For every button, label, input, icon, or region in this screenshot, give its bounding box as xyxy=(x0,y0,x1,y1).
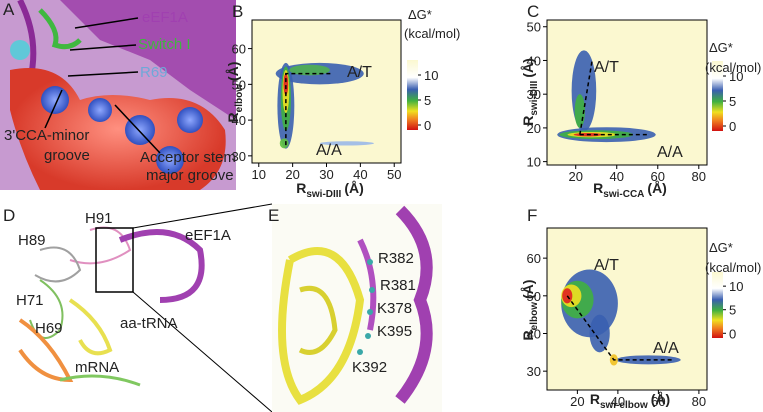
panel-label: B xyxy=(232,2,243,21)
x-tick-label: 30 xyxy=(319,167,333,182)
y-tick-label: 30 xyxy=(232,149,246,164)
density-region xyxy=(283,73,289,96)
pathway-line xyxy=(579,60,593,135)
x-tick-label: 20 xyxy=(568,169,582,184)
colorbar-tick-label: 0 xyxy=(729,119,736,134)
x-tick-label: 40 xyxy=(610,169,624,184)
annotation: R381 xyxy=(380,277,416,294)
x-axis-label: Rswi-DIII (Å) xyxy=(296,180,364,200)
annotation: R382 xyxy=(378,250,414,267)
colorbar-tick-label: 5 xyxy=(729,94,736,109)
pathway-line xyxy=(566,295,675,361)
x-axis-label: Rswi-CCA (Å) xyxy=(593,180,667,200)
pathway-line xyxy=(285,72,334,146)
y-tick-label: 20 xyxy=(527,121,541,136)
plot-frame xyxy=(546,19,708,166)
x-tick-label: 40 xyxy=(353,167,367,182)
colorbar-tick-label: 10 xyxy=(729,279,743,294)
annotation: H71 xyxy=(16,292,44,309)
panel-label: D xyxy=(3,206,15,225)
x-tick-label: 80 xyxy=(692,169,706,184)
annotation: aa-tRNA xyxy=(120,315,178,332)
colorbar-tick-label: 10 xyxy=(729,69,743,84)
annotation: H89 xyxy=(18,232,46,249)
y-tick-label: 50 xyxy=(527,289,541,304)
plot-background xyxy=(547,20,707,165)
state-label: A/T xyxy=(594,59,619,76)
y-tick-label: 50 xyxy=(527,20,541,35)
colorbar-title: (kcal/mol) xyxy=(705,60,761,75)
y-tick-label: 60 xyxy=(527,251,541,266)
panel-d-image xyxy=(18,203,273,412)
y-tick-label: 10 xyxy=(527,155,541,170)
panel-texts: A eEF1A Switch I R69 3'CCA-minor groove A… xyxy=(3,0,416,376)
x-tick-label: 50 xyxy=(387,167,401,182)
annotation: R69 xyxy=(140,64,168,81)
state-label: A/A xyxy=(657,144,683,161)
panel-label: E xyxy=(268,206,279,225)
colorbar-tick-label: 5 xyxy=(424,93,431,108)
y-tick-label: 50 xyxy=(232,77,246,92)
annotation: H91 xyxy=(85,210,113,227)
colorbar xyxy=(712,272,723,338)
x-axis-label: Rswi-elbow (Å) xyxy=(590,391,670,411)
density-region xyxy=(589,314,610,353)
y-tick-label: 40 xyxy=(232,113,246,128)
x-tick-label: 40 xyxy=(611,394,625,409)
annotation: Acceptor stem major groove xyxy=(140,149,236,184)
colorbar-title: (kcal/mol) xyxy=(404,26,460,41)
x-tick-label: 20 xyxy=(570,394,584,409)
colorbar-tick-label: 5 xyxy=(729,303,736,318)
y-tick-label: 30 xyxy=(527,364,541,379)
y-axis-label: Relbow(Å) xyxy=(225,62,245,123)
annotation: eEF1A xyxy=(142,9,188,26)
state-label: A/A xyxy=(316,142,342,159)
plot-frame xyxy=(546,227,708,391)
density-region xyxy=(319,141,374,146)
annotation: mRNA xyxy=(75,359,119,376)
annotation: K392 xyxy=(352,359,387,376)
x-tick-label: 80 xyxy=(692,394,706,409)
y-tick-label: 30 xyxy=(527,87,541,102)
annotation: K395 xyxy=(377,323,412,340)
panel-label: F xyxy=(527,206,537,225)
x-tick-label: 60 xyxy=(651,169,665,184)
density-region xyxy=(279,138,289,149)
x-tick-label: 60 xyxy=(651,394,665,409)
annotation: Switch I xyxy=(138,36,191,53)
annotation: K378 xyxy=(377,300,412,317)
annotation: H69 xyxy=(35,320,63,337)
plot-background xyxy=(252,20,401,163)
colorbar xyxy=(407,60,418,130)
panel-e-image xyxy=(272,204,442,412)
panel-label: A xyxy=(3,0,15,19)
colorbar xyxy=(712,61,723,131)
state-label: A/A xyxy=(653,340,679,357)
panel-label: C xyxy=(527,2,539,21)
x-tick-label: 10 xyxy=(252,167,266,182)
state-label: A/T xyxy=(347,64,372,81)
y-axis-label: Rswi-DIII(Å) xyxy=(520,58,540,126)
y-tick-label: 40 xyxy=(527,53,541,68)
colorbar-tick-label: 0 xyxy=(729,326,736,341)
colorbar-tick-label: 0 xyxy=(424,118,431,133)
annotation: 3'CCA-minor groove xyxy=(4,127,90,164)
y-tick-label: 40 xyxy=(527,326,541,341)
colorbar-title: ΔG* xyxy=(709,240,733,255)
annotation: eEF1A xyxy=(185,227,231,244)
density-region xyxy=(289,64,330,76)
y-tick-label: 60 xyxy=(232,42,246,57)
state-label: A/T xyxy=(594,257,619,274)
colorbar-title: (kcal/mol) xyxy=(705,260,761,275)
panel-a-image xyxy=(0,0,236,190)
y-axis-label: Relbow(Å) xyxy=(520,280,540,341)
colorbar-title: ΔG* xyxy=(709,40,733,55)
x-tick-label: 20 xyxy=(285,167,299,182)
colorbar-title: ΔG* xyxy=(408,7,432,22)
colorbar-tick-label: 10 xyxy=(424,68,438,83)
